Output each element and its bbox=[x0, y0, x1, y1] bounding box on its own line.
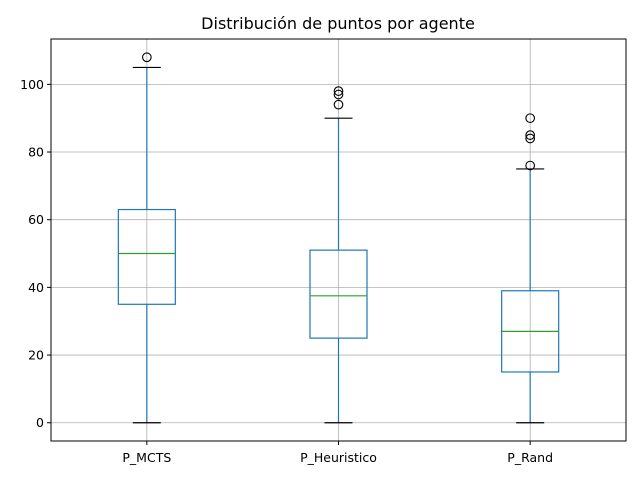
outlier-point bbox=[333, 89, 344, 100]
outlier-point bbox=[525, 133, 536, 144]
x-tick-label: P_Heuristico bbox=[300, 450, 377, 465]
boxes bbox=[117, 52, 560, 424]
box-p-mcts bbox=[117, 52, 176, 424]
outlier-point bbox=[141, 52, 152, 63]
y-tick-label: 40 bbox=[28, 280, 44, 295]
iqr-box bbox=[309, 249, 368, 339]
outlier-point bbox=[333, 99, 344, 110]
y-tick-label: 0 bbox=[36, 415, 44, 430]
x-tick-label: P_MCTS bbox=[122, 450, 171, 465]
box-p-rand bbox=[501, 113, 560, 424]
outlier-point bbox=[333, 86, 344, 96]
iqr-box bbox=[117, 208, 176, 305]
y-tick-label: 100 bbox=[20, 77, 44, 92]
x-tick-label: P_Rand bbox=[507, 450, 553, 465]
y-tick-label: 60 bbox=[28, 212, 44, 227]
box-p-heuristico bbox=[309, 86, 368, 424]
axes: 0 20 40 60 80 100 P_MCTS P_Heuristico P_Rand bbox=[20, 77, 553, 465]
y-tick-label: 20 bbox=[28, 348, 44, 363]
outlier-point bbox=[525, 130, 536, 140]
y-tick-label: 80 bbox=[28, 145, 44, 160]
outlier-point bbox=[525, 160, 536, 171]
chart-title: Distribución de puntos por agente bbox=[201, 14, 475, 33]
outlier-point bbox=[525, 113, 536, 124]
